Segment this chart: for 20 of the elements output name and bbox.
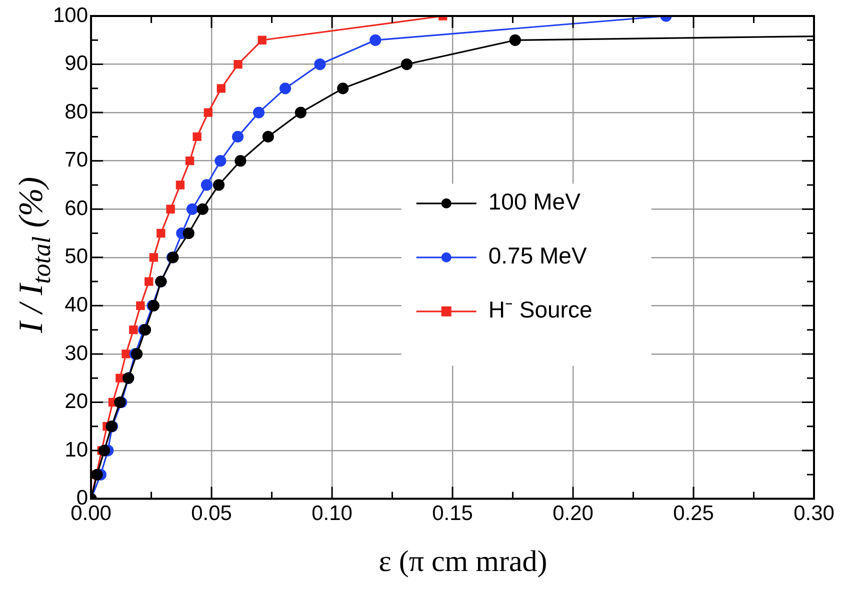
- x-tick-label: 0.15: [432, 502, 473, 526]
- y-tick-label: 100: [52, 4, 88, 27]
- y-tick-label: 30: [64, 342, 88, 365]
- y-tick-label: 10: [64, 438, 88, 462]
- y-tick-label: 70: [64, 148, 88, 172]
- y-tick-label: 20: [64, 390, 88, 414]
- y-tick-label: 40: [64, 293, 88, 316]
- legend-label: 100 MeV: [488, 188, 582, 215]
- y-tick-label: 80: [64, 100, 88, 124]
- legend-label: 0.75 MeV: [488, 242, 588, 269]
- x-tick-label: 0.20: [552, 502, 594, 526]
- y-tick-label: 90: [64, 52, 88, 76]
- y-tick-label: 50: [64, 245, 88, 268]
- x-tick-label: 0.30: [794, 502, 834, 526]
- x-tick-label: 0.25: [673, 502, 714, 526]
- x-tick-label: 0.10: [312, 502, 352, 526]
- legend-label: H⁻ Source: [488, 296, 592, 323]
- x-tick-label: 0.05: [191, 502, 232, 526]
- x-axis-title: ε (π cm mrad): [378, 545, 548, 579]
- y-tick-label: 60: [64, 196, 88, 220]
